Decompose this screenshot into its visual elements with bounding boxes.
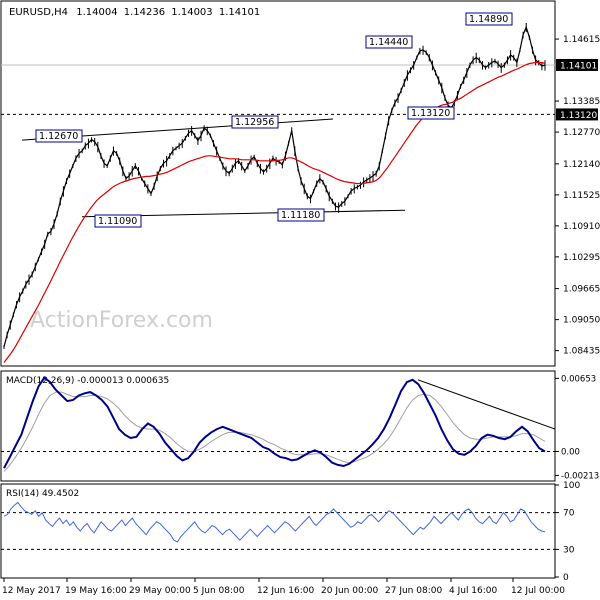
rsi-y-tick-label: 70 <box>563 509 575 519</box>
moving-average-line <box>3 61 546 363</box>
macd-title: MACD(12,26,9) -0.000013 0.000635 <box>6 376 169 386</box>
price-annotation-box <box>94 214 142 228</box>
macd-y-axis: 0.00653 0.00 -0.002138 <box>555 374 600 481</box>
price-y-tick-label: 1.14615 <box>563 35 600 45</box>
time-axis-label: 20 Jun 00:00 <box>321 586 378 596</box>
price-tag-box <box>556 58 598 71</box>
macd-panel-frame <box>0 370 556 482</box>
price-y-tick-label: 1.09665 <box>563 285 600 295</box>
header-close: 1.14101 <box>219 7 260 18</box>
time-axis-label: 29 May 00:00 <box>129 586 191 596</box>
price-y-axis: 1.14615 1.13385 1.12770 1.12140 1.11525 1.109… <box>555 35 600 357</box>
time-axis-label: 4 Jul 16:00 <box>449 586 498 596</box>
time-axis-label: 27 Jun 08:00 <box>385 586 442 596</box>
time-axis-label: 12 Jun 16:00 <box>257 586 314 596</box>
header-symbol: EURUSD,H4 <box>9 7 68 18</box>
macd-y-tick-label: -0.002138 <box>561 471 600 481</box>
price-annotation-box <box>35 129 83 143</box>
rsi-series <box>1 501 555 550</box>
price-tag-label: 1.13120 <box>560 111 597 121</box>
price-y-tick-label: 1.12770 <box>563 128 600 138</box>
time-axis-label: 12 May 2017 <box>2 586 61 596</box>
price-tag-label: 1.14101 <box>560 61 597 71</box>
rsi-y-tick-label: 30 <box>563 545 575 555</box>
price-annotation-box <box>465 12 513 26</box>
price-panel: ActionForex.com EURUSD,H4 1.14004 1.1423… <box>0 0 600 367</box>
price-y-tick-label: 1.11525 <box>563 191 600 201</box>
macd-y-tick-label: 0.00653 <box>561 374 596 384</box>
header-high: 1.14236 <box>124 7 165 18</box>
macd-y-tick-label: 0.00 <box>561 447 580 457</box>
price-y-tick-label: 1.08435 <box>563 347 600 357</box>
time-axis-label: 19 May 16:00 <box>65 586 127 596</box>
price-y-tick-label: 1.10295 <box>563 253 600 263</box>
macd-divergence-trendline <box>417 379 556 430</box>
price-annotation-label: 1.12956 <box>235 117 274 128</box>
rsi-title: RSI(14) 49.4502 <box>6 489 79 499</box>
price-annotation-label: 1.13120 <box>411 108 450 119</box>
price-annotation-label: 1.14440 <box>369 37 408 48</box>
price-annotation-box <box>365 35 413 49</box>
price-y-tick-label: 1.10910 <box>563 222 600 232</box>
price-header: EURUSD,H4 1.14004 1.14236 1.14003 1.1410… <box>9 7 260 18</box>
price-panel-frame <box>0 0 556 367</box>
price-annotation-label: 1.14890 <box>469 14 508 25</box>
price-annotations: 1.14890 1.14440 1.13120 1.12670 1.12956 1.110… <box>35 12 513 228</box>
rsi-y-axis: 100 70 30 0 <box>555 481 580 583</box>
time-axis-label: 5 Jun 08:00 <box>193 586 245 596</box>
time-axis: 12 May 2017 19 May 16:00 29 May 00:00 5 Jun… <box>2 578 565 596</box>
header-open: 1.14004 <box>76 7 117 18</box>
price-tags: 1.14101 1.13120 <box>556 58 598 121</box>
price-y-tick-label: 1.13385 <box>563 97 600 107</box>
price-annotation-label: 1.11180 <box>281 210 320 221</box>
price-annotation-box <box>277 208 325 222</box>
header-low: 1.14003 <box>171 7 212 18</box>
time-axis-label: 12 Jul 00:00 <box>511 586 565 596</box>
rsi-panel: RSI(14) 49.4502 100 70 30 0 <box>0 481 580 583</box>
rsi-line <box>3 501 546 543</box>
price-annotation-box <box>407 106 455 120</box>
price-annotation-label: 1.11090 <box>98 216 137 227</box>
price-y-tick-label: 1.09050 <box>563 316 600 326</box>
macd-series <box>1 376 556 472</box>
price-horizontal-lines <box>1 64 555 115</box>
rsi-panel-frame <box>0 483 556 579</box>
price-annotation-label: 1.12670 <box>39 131 78 142</box>
macd-line <box>3 376 546 469</box>
price-y-tick-label: 1.12140 <box>563 160 600 170</box>
rsi-y-tick-label: 100 <box>563 481 580 491</box>
price-tag-box <box>556 108 598 121</box>
watermark-text: ActionForex.com <box>30 308 213 333</box>
macd-panel: MACD(12,26,9) -0.000013 0.000635 0.00653… <box>0 370 600 482</box>
price-series <box>3 22 546 363</box>
rsi-y-tick-label: 0 <box>563 573 569 583</box>
price-annotation-box <box>231 115 279 129</box>
